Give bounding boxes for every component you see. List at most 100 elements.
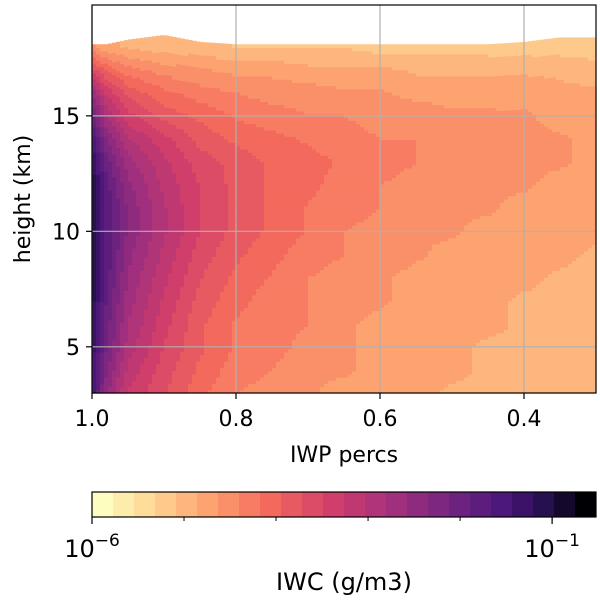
contour-cell bbox=[116, 76, 121, 81]
contour-cell bbox=[108, 218, 113, 223]
contour-cell bbox=[168, 172, 173, 177]
contour-cell bbox=[108, 43, 113, 48]
contour-cell bbox=[144, 270, 149, 274]
contour-cell bbox=[120, 309, 125, 314]
contour-cell bbox=[140, 170, 145, 175]
contour-cell bbox=[92, 85, 97, 90]
contour-cell bbox=[144, 186, 149, 190]
contour-cell bbox=[104, 88, 109, 93]
contour-cell bbox=[168, 350, 173, 355]
contour-cell bbox=[112, 294, 117, 299]
contour-cell bbox=[128, 164, 133, 169]
contour-cell bbox=[156, 78, 161, 82]
contour-cell bbox=[256, 44, 261, 49]
contour-cell bbox=[116, 278, 121, 282]
contour-cell bbox=[140, 341, 145, 346]
contour-cell bbox=[144, 211, 149, 216]
contour-cell bbox=[152, 201, 157, 206]
contour-cell bbox=[124, 107, 129, 112]
contour-cell bbox=[112, 300, 117, 305]
contour-cell bbox=[160, 123, 165, 127]
contour-cell bbox=[160, 149, 165, 153]
contour-cell bbox=[164, 142, 169, 147]
contour-cell bbox=[116, 175, 121, 180]
contour-cell bbox=[152, 273, 157, 277]
contour-cell bbox=[164, 324, 169, 329]
contour-cell bbox=[160, 80, 165, 85]
contour-cell bbox=[136, 260, 141, 265]
contour-cell bbox=[132, 232, 137, 236]
contour-cell bbox=[100, 383, 105, 388]
contour-cell bbox=[168, 159, 173, 164]
contour-cell bbox=[132, 80, 137, 85]
contour-cell bbox=[116, 102, 121, 107]
contour-cell bbox=[144, 289, 149, 294]
contour-cell bbox=[136, 302, 141, 307]
contour-cell bbox=[160, 175, 165, 179]
contour-cell bbox=[160, 142, 165, 147]
contour-cell bbox=[92, 190, 97, 194]
contour-cell bbox=[112, 61, 117, 66]
contour-cell bbox=[108, 253, 113, 257]
contour-cell bbox=[92, 320, 97, 324]
contour-cell bbox=[100, 301, 105, 305]
contour-cell bbox=[100, 243, 105, 248]
contour-cell bbox=[148, 367, 153, 371]
contour-cell bbox=[132, 141, 137, 146]
contour-cell bbox=[96, 63, 101, 68]
contour-cell bbox=[124, 287, 129, 291]
contour-cell bbox=[156, 48, 161, 53]
contour-cell bbox=[112, 144, 117, 149]
contour-cell bbox=[128, 277, 133, 282]
contour-cell bbox=[140, 118, 145, 123]
contour-cell bbox=[100, 218, 105, 223]
contour-cell bbox=[96, 370, 101, 375]
contour-cell bbox=[96, 247, 101, 251]
contour-cell bbox=[128, 39, 133, 44]
contour-cell bbox=[148, 211, 153, 216]
contour-cell bbox=[124, 380, 129, 384]
contour-cell bbox=[92, 221, 97, 226]
contour-cell bbox=[124, 149, 129, 153]
contour-cell bbox=[112, 287, 117, 292]
contour-cell bbox=[128, 203, 133, 208]
contour-cell bbox=[156, 81, 161, 86]
contour-cell bbox=[152, 59, 157, 63]
contour-cell bbox=[100, 53, 105, 58]
contour-cell bbox=[160, 256, 165, 261]
contour-cell bbox=[132, 383, 137, 388]
contour-cell bbox=[108, 332, 113, 337]
contour-cell bbox=[128, 113, 133, 118]
contour-cell bbox=[164, 256, 169, 261]
contour-cell bbox=[128, 49, 133, 53]
contour-cell bbox=[144, 205, 149, 210]
contour-cell bbox=[164, 334, 169, 339]
contour-cell bbox=[120, 223, 125, 228]
contour-cell bbox=[160, 210, 165, 215]
contour-cell bbox=[164, 178, 169, 183]
contour-cell bbox=[120, 312, 125, 317]
contour-cell bbox=[116, 112, 121, 116]
contour-cell bbox=[120, 175, 125, 180]
contour-cell bbox=[100, 212, 105, 217]
contour-cell bbox=[152, 208, 157, 213]
contour-cell bbox=[100, 329, 105, 334]
contour-cell bbox=[116, 172, 121, 177]
contour-cell bbox=[164, 314, 169, 319]
contour-cell bbox=[108, 275, 113, 280]
contour-cell bbox=[116, 309, 121, 314]
contour-cell bbox=[144, 179, 149, 184]
contour-cell bbox=[128, 245, 133, 249]
contour-cell bbox=[164, 197, 169, 202]
contour-cell bbox=[140, 60, 145, 65]
contour-cell bbox=[104, 180, 109, 185]
contour-cell bbox=[108, 288, 113, 292]
contour-cell bbox=[108, 221, 113, 226]
contour-cell bbox=[92, 88, 97, 93]
contour-cell bbox=[164, 51, 169, 56]
contour-cell bbox=[120, 56, 125, 61]
contour-cell bbox=[104, 266, 109, 270]
contour-cell bbox=[108, 170, 113, 175]
contour-cell bbox=[164, 103, 169, 108]
contour-cell bbox=[140, 189, 145, 194]
